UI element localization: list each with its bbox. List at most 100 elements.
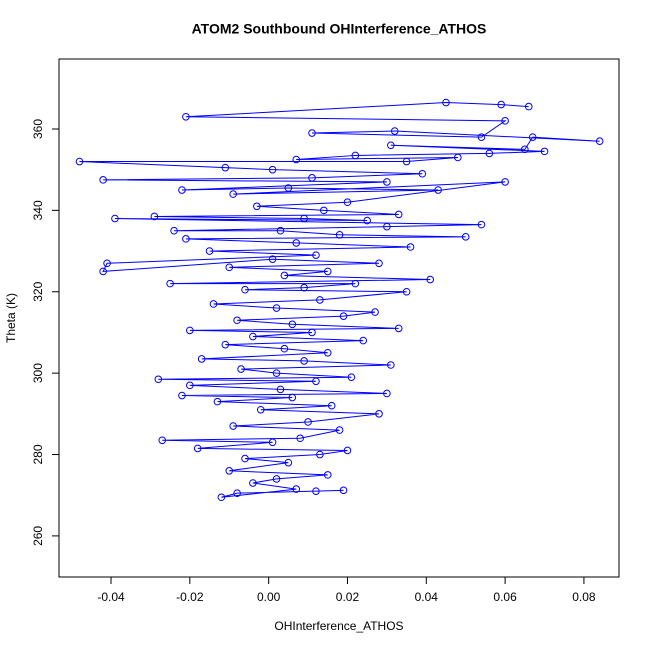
y-tick-label: 300: [31, 363, 45, 383]
data-point: [521, 145, 529, 154]
data-point: [292, 239, 301, 247]
data-point: [178, 391, 186, 400]
data-point: [154, 375, 163, 384]
data-point: [394, 210, 403, 219]
data-point: [323, 267, 332, 276]
data-point: [99, 267, 107, 276]
data-point: [501, 117, 509, 125]
data-point: [304, 418, 312, 426]
x-tick-label: 0.02: [336, 590, 360, 604]
data-point: [268, 438, 277, 447]
data-point: [256, 405, 265, 414]
data-point: [308, 174, 316, 182]
data-point: [390, 127, 399, 135]
data-point: [327, 401, 336, 410]
data-point: [229, 422, 237, 430]
data-point: [402, 157, 411, 166]
data-point: [418, 169, 427, 178]
data-line: [79, 102, 600, 498]
data-point: [233, 489, 241, 497]
chart-title: ATOM2 Southbound OHInterference_ATHOS: [192, 21, 487, 37]
data-point: [402, 287, 411, 296]
data-point: [387, 361, 395, 369]
data-point: [312, 251, 320, 259]
data-point: [477, 133, 486, 141]
data-point: [312, 377, 320, 386]
data-point: [158, 436, 167, 445]
data-point: [394, 324, 403, 333]
y-tick-label: 360: [31, 119, 45, 139]
data-point: [323, 471, 332, 479]
data-point: [182, 112, 190, 121]
data-point: [276, 385, 285, 394]
data-point: [103, 259, 111, 268]
data-point: [75, 157, 84, 166]
data-point: [339, 312, 348, 320]
data-point: [343, 446, 352, 455]
data-point: [292, 155, 301, 164]
data-point: [343, 198, 352, 207]
data-point: [497, 100, 505, 109]
data-point: [375, 259, 383, 268]
data-point: [296, 434, 304, 443]
x-tick-label: -0.02: [176, 590, 204, 604]
data-point: [335, 230, 344, 239]
data-point: [292, 485, 301, 493]
data-point: [272, 475, 281, 483]
data-point: [197, 355, 206, 363]
data-point: [221, 163, 230, 172]
data-point: [205, 247, 214, 255]
data-point: [351, 279, 360, 288]
data-point: [178, 186, 186, 194]
y-tick-label: 260: [31, 526, 45, 546]
x-tick-label: 0.08: [572, 590, 596, 604]
y-axis-label: Theta (K): [4, 293, 18, 343]
data-point: [253, 202, 261, 211]
y-tick-label: 320: [31, 281, 45, 301]
data-point: [249, 332, 257, 341]
data-point: [335, 426, 344, 434]
data-point: [375, 410, 383, 418]
data-point: [217, 493, 226, 502]
data-point: [182, 235, 190, 243]
data-point: [347, 373, 356, 382]
x-tick-label: -0.04: [97, 590, 125, 604]
data-point: [477, 220, 486, 229]
data-point: [434, 186, 442, 194]
data-point: [233, 316, 241, 325]
data-point: [316, 450, 324, 459]
data-point: [316, 296, 324, 304]
data-point: [150, 212, 159, 221]
data-point: [308, 328, 316, 337]
data-point: [280, 344, 289, 353]
data-point: [272, 304, 281, 312]
data-point: [268, 255, 277, 264]
y-tick-label: 340: [31, 200, 45, 220]
data-point: [595, 137, 604, 145]
data-point: [312, 487, 320, 495]
x-tick-label: 0.04: [415, 590, 439, 604]
data-point: [288, 393, 297, 402]
data-point: [276, 226, 285, 235]
data-point: [351, 151, 360, 160]
data-point: [284, 458, 293, 467]
data-point: [241, 285, 249, 294]
data-point: [186, 381, 194, 390]
data-point: [442, 98, 450, 107]
data-point: [111, 214, 119, 223]
data-point: [229, 190, 237, 198]
data-point: [237, 365, 245, 373]
data-point: [323, 348, 332, 357]
data-point: [186, 326, 194, 335]
data-point: [268, 165, 277, 174]
data-point: [383, 389, 391, 398]
data-point: [99, 176, 107, 184]
data-point: [339, 486, 348, 495]
data-point: [249, 479, 257, 487]
x-tick-label: 0.06: [493, 590, 517, 604]
data-point: [454, 153, 462, 162]
data-point: [280, 271, 289, 280]
data-point: [387, 141, 395, 150]
data-point: [241, 454, 249, 463]
